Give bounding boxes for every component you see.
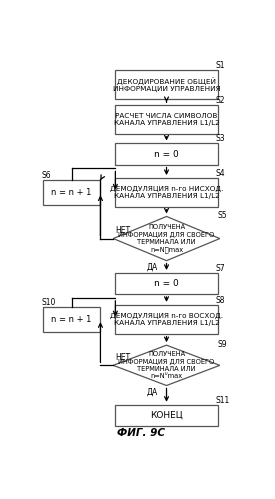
Text: ДЕКОДИРОВАНИЕ ОБЩЕЙ
ИНФОРМАЦИИ УПРАВЛЕНИЯ: ДЕКОДИРОВАНИЕ ОБЩЕЙ ИНФОРМАЦИИ УПРАВЛЕНИ… <box>113 77 220 92</box>
Text: S11: S11 <box>216 396 230 405</box>
FancyBboxPatch shape <box>116 405 218 426</box>
Text: S3: S3 <box>216 134 225 143</box>
Text: S7: S7 <box>216 264 225 273</box>
Text: S8: S8 <box>216 296 225 305</box>
Text: S9: S9 <box>218 340 227 349</box>
Text: ПОЛУЧЕНА
ИНФОРМАЦИЯ ДЛЯ СВОЕГО
ТЕРМИНАЛА ИЛИ
n=N₝max: ПОЛУЧЕНА ИНФОРМАЦИЯ ДЛЯ СВОЕГО ТЕРМИНАЛА… <box>118 225 214 253</box>
Text: ПОЛУЧЕНА
ИНФОРМАЦИЯ ДЛЯ СВОЕГО
ТЕРМИНАЛА ИЛИ
n=Nᵁmax: ПОЛУЧЕНА ИНФОРМАЦИЯ ДЛЯ СВОЕГО ТЕРМИНАЛА… <box>118 351 214 379</box>
Text: S6: S6 <box>42 171 51 180</box>
Text: ДЕМОДУЛЯЦИЯ n-го ВОСХОД.
КАНАЛА УПРАВЛЕНИЯ L1/L2: ДЕМОДУЛЯЦИЯ n-го ВОСХОД. КАНАЛА УПРАВЛЕН… <box>110 312 223 326</box>
Text: ДА: ДА <box>147 387 158 396</box>
FancyBboxPatch shape <box>116 70 218 99</box>
Text: S1: S1 <box>216 61 225 70</box>
Text: НЕТ: НЕТ <box>116 353 131 362</box>
Text: КОНЕЦ: КОНЕЦ <box>150 411 183 420</box>
FancyBboxPatch shape <box>116 273 218 294</box>
Text: n = n + 1: n = n + 1 <box>51 188 92 197</box>
FancyBboxPatch shape <box>116 305 218 334</box>
Text: n = 0: n = 0 <box>154 150 179 159</box>
Text: n = 0: n = 0 <box>154 279 179 288</box>
Text: n = n + 1: n = n + 1 <box>51 315 92 324</box>
FancyBboxPatch shape <box>116 143 218 165</box>
FancyBboxPatch shape <box>43 307 100 332</box>
Text: ДЕМОДУЛЯЦИЯ n-го НИСХОД.
КАНАЛА УПРАВЛЕНИЯ L1/L2: ДЕМОДУЛЯЦИЯ n-го НИСХОД. КАНАЛА УПРАВЛЕН… <box>110 186 223 199</box>
FancyBboxPatch shape <box>116 178 218 207</box>
FancyBboxPatch shape <box>116 105 218 134</box>
Text: S4: S4 <box>216 169 225 178</box>
Polygon shape <box>113 345 220 386</box>
Text: S10: S10 <box>42 298 56 307</box>
Text: ДА: ДА <box>147 262 158 271</box>
Polygon shape <box>113 217 220 260</box>
Text: ФИГ. 9C: ФИГ. 9C <box>117 428 165 438</box>
FancyBboxPatch shape <box>43 180 100 205</box>
Text: S5: S5 <box>218 211 227 220</box>
Text: НЕТ: НЕТ <box>116 227 131 236</box>
Text: S2: S2 <box>216 96 225 105</box>
Text: РАСЧЕТ ЧИСЛА СИМВОЛОВ
КАНАЛА УПРАВЛЕНИЯ L1/L2: РАСЧЕТ ЧИСЛА СИМВОЛОВ КАНАЛА УПРАВЛЕНИЯ … <box>114 113 219 126</box>
